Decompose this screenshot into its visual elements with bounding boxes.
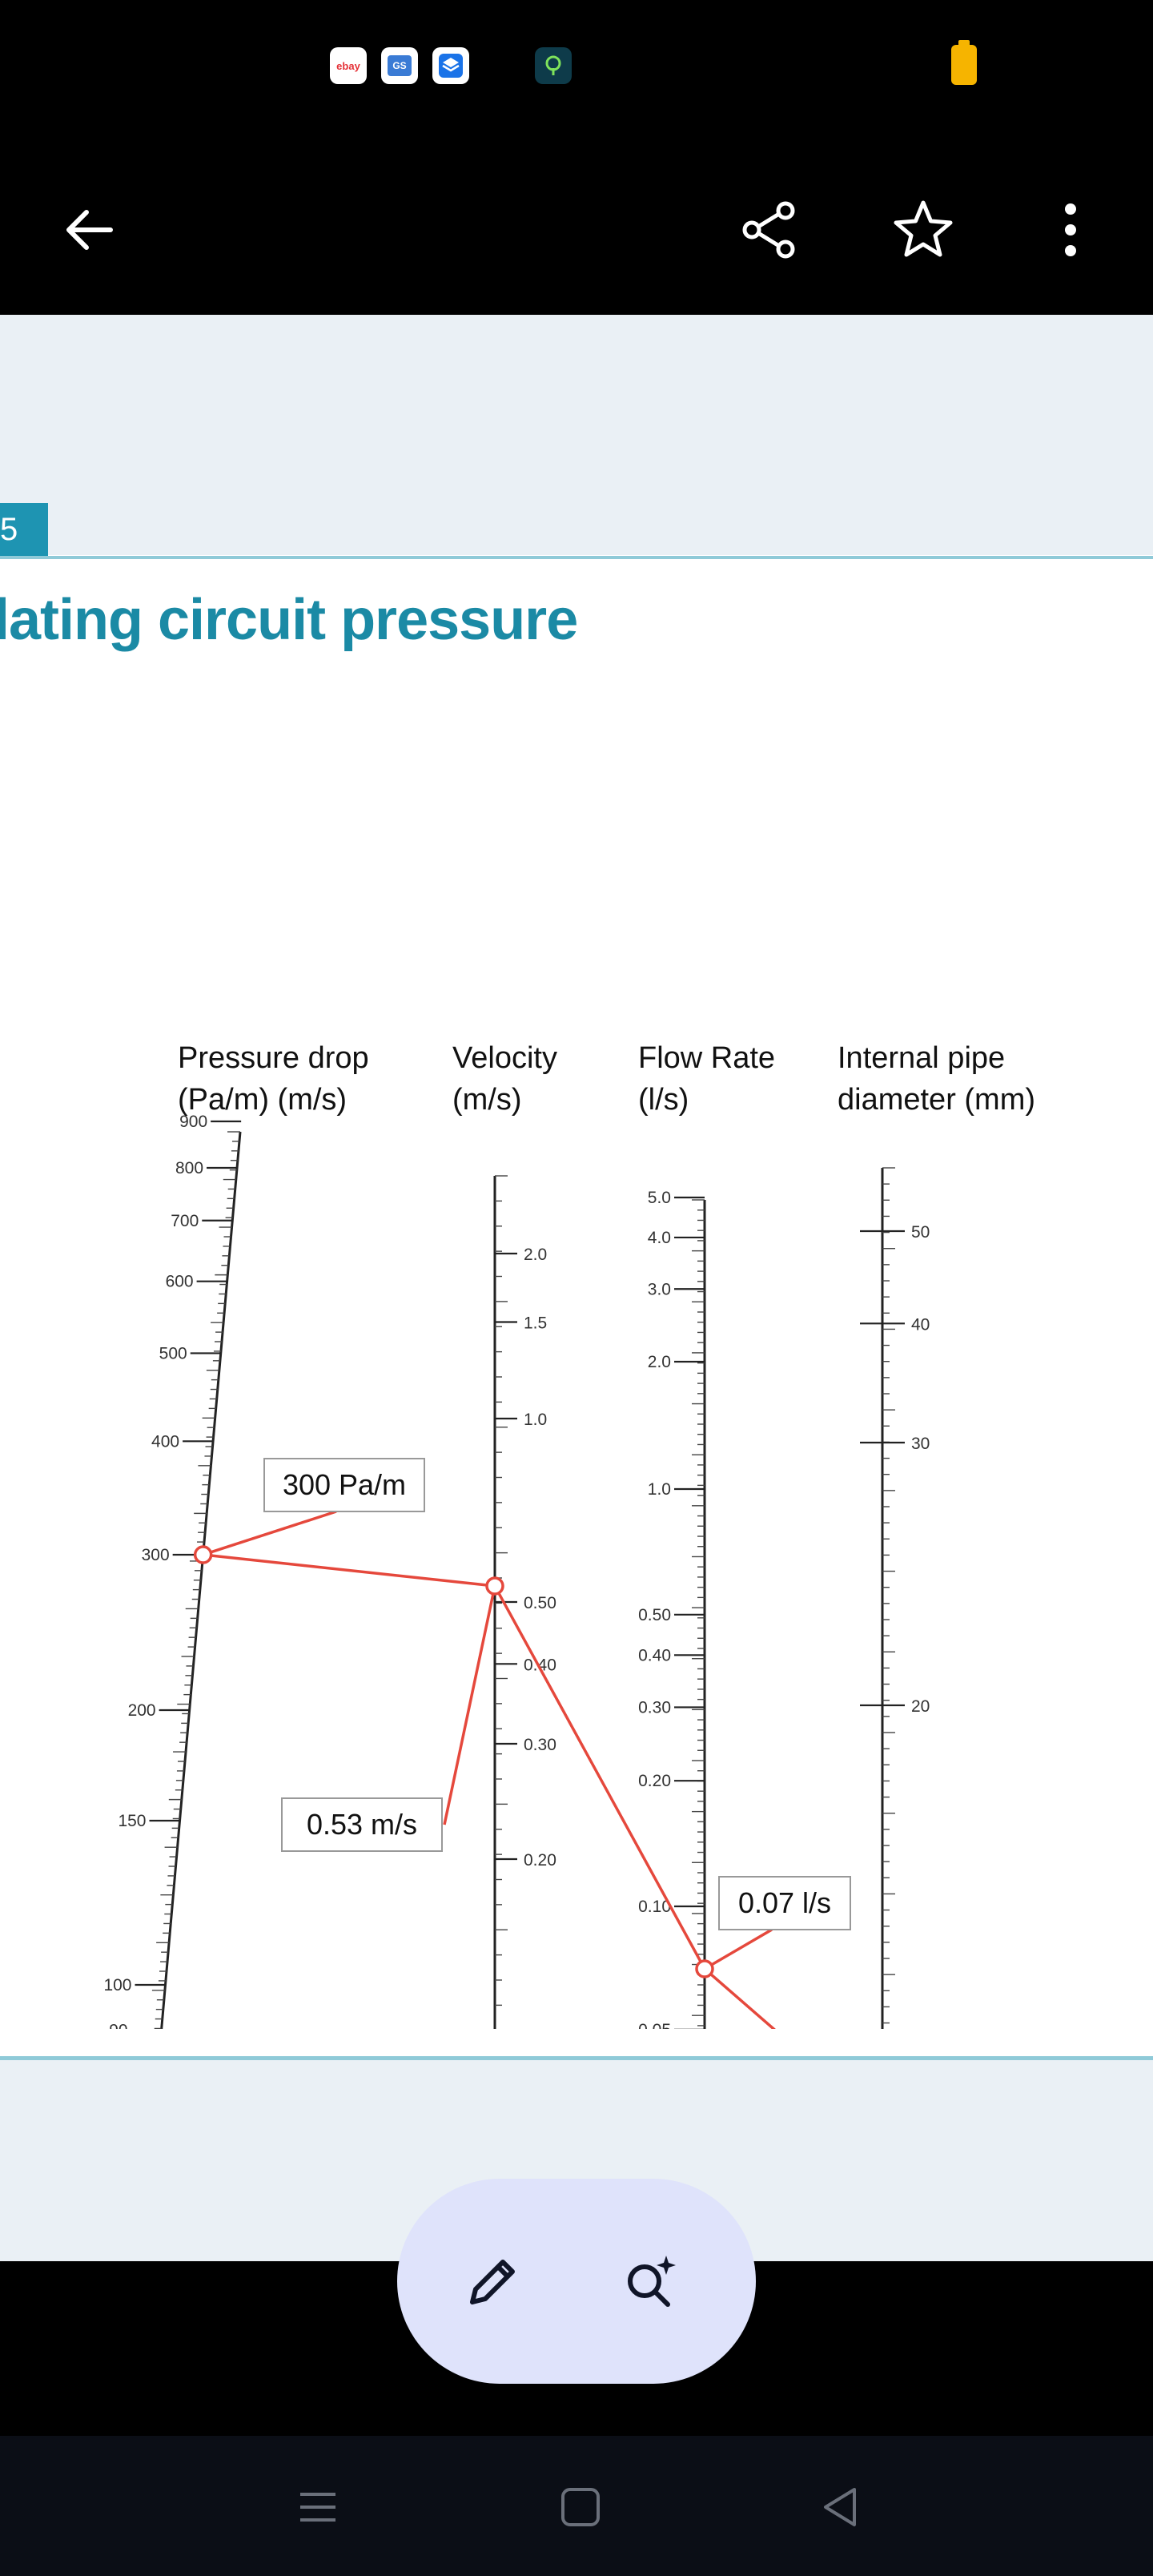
tick-label: 5.0 bbox=[648, 1189, 671, 1207]
edit-pencil-icon bbox=[470, 2260, 515, 2304]
gs-label: GS bbox=[392, 60, 407, 71]
share-button[interactable] bbox=[725, 186, 814, 274]
tick-label: 0.30 bbox=[524, 1736, 556, 1754]
star-icon bbox=[894, 200, 953, 257]
arrow-left-icon bbox=[66, 210, 113, 250]
ebay-icon: ebay bbox=[330, 47, 367, 84]
callout-leader bbox=[443, 1585, 496, 1825]
tick-label: 500 bbox=[159, 1344, 187, 1362]
home-square-icon bbox=[561, 2488, 600, 2526]
tick-label: 2.0 bbox=[648, 1353, 671, 1371]
section-number: 5 bbox=[0, 512, 18, 547]
tick-label: 0.05 bbox=[638, 2021, 671, 2029]
top-divider bbox=[0, 556, 1153, 559]
axis-title-line2: (Pa/m) (m/s) bbox=[178, 1083, 347, 1117]
tick-label: 700 bbox=[171, 1212, 199, 1230]
tick-label: 900 bbox=[179, 1113, 207, 1131]
lens-search-icon bbox=[628, 2256, 676, 2307]
reading-point bbox=[193, 1545, 213, 1564]
axis-title-line1: Internal pipe bbox=[838, 1041, 1005, 1075]
callout-label: 0.53 m/s bbox=[307, 1808, 417, 1841]
tick-label: 90 bbox=[109, 2021, 127, 2029]
callout-leader bbox=[203, 1510, 337, 1556]
tick-label: 0.20 bbox=[638, 1772, 671, 1790]
action-pill bbox=[397, 2179, 756, 2384]
tick-label: 0.40 bbox=[638, 1646, 671, 1664]
home-button[interactable] bbox=[544, 2471, 617, 2543]
back-arrow-button[interactable] bbox=[45, 186, 133, 274]
tick-label: 150 bbox=[118, 1812, 146, 1830]
tick-label: 3.0 bbox=[648, 1280, 671, 1298]
axis-title-line1: Pressure drop bbox=[178, 1041, 369, 1075]
tick-label: 200 bbox=[128, 1701, 156, 1720]
tick-label: 0.50 bbox=[638, 1606, 671, 1624]
system-nav-bar bbox=[0, 2436, 1153, 2576]
axis-title-line1: Flow Rate bbox=[638, 1041, 775, 1075]
battery-icon bbox=[951, 40, 977, 85]
tick-label: 2.0 bbox=[524, 1246, 547, 1264]
favorite-button[interactable] bbox=[879, 186, 967, 274]
page-title: lating circuit pressure bbox=[0, 588, 578, 652]
app-bar bbox=[0, 136, 1153, 315]
box-app-icon bbox=[432, 47, 469, 84]
status-bar: ebay GS bbox=[0, 0, 1153, 136]
more-options-button[interactable] bbox=[1026, 186, 1115, 274]
axis-title-line2: (l/s) bbox=[638, 1083, 689, 1117]
pipe-sizing-nomogram: Pressure drop(Pa/m) (m/s)900800700600500… bbox=[103, 1041, 1035, 2029]
tick-label: 30 bbox=[911, 1435, 930, 1453]
lens-search-button[interactable] bbox=[594, 2225, 706, 2337]
document-page bbox=[0, 555, 1153, 2056]
callout-box bbox=[718, 1876, 851, 1930]
callout-leader bbox=[704, 1928, 773, 1970]
section-number-badge: 5 bbox=[0, 503, 48, 556]
ebay-label: ebay bbox=[336, 59, 360, 72]
callout-box bbox=[281, 1797, 443, 1852]
tree-app-icon bbox=[535, 47, 572, 84]
tick-label: 400 bbox=[151, 1432, 179, 1451]
callout-label: 0.07 l/s bbox=[738, 1886, 831, 1919]
axis-title-line2: diameter (mm) bbox=[838, 1083, 1035, 1117]
tick-label: 800 bbox=[175, 1159, 203, 1177]
tick-label: 0.30 bbox=[638, 1698, 671, 1717]
bottom-divider bbox=[0, 2056, 1153, 2060]
tick-label: 4.0 bbox=[648, 1229, 671, 1247]
reading-line bbox=[203, 1553, 776, 2029]
tick-label: 40 bbox=[911, 1315, 930, 1334]
tick-label: 1.0 bbox=[524, 1411, 547, 1429]
tick-label: 100 bbox=[103, 1976, 131, 1994]
callout-box bbox=[263, 1458, 425, 1512]
axis-title-line2: (m/s) bbox=[452, 1083, 522, 1117]
image-viewer[interactable]: 5 lating circuit pressure Pressure drop (… bbox=[0, 315, 1153, 2261]
tick-label: 1.5 bbox=[524, 1314, 547, 1332]
callout-label: 300 Pa/m bbox=[283, 1468, 406, 1501]
reading-point bbox=[695, 1959, 714, 1978]
tick-label: 0.40 bbox=[524, 1656, 556, 1674]
share-icon bbox=[742, 201, 795, 259]
gs-app-icon: GS bbox=[381, 47, 418, 84]
tick-label: 0.20 bbox=[524, 1851, 556, 1870]
axis-title-line1: Velocity bbox=[452, 1041, 557, 1075]
tick-label: 0.10 bbox=[638, 1898, 671, 1916]
more-vertical-icon bbox=[1065, 203, 1076, 256]
recents-button[interactable] bbox=[282, 2471, 354, 2543]
recents-icon bbox=[300, 2493, 335, 2522]
reading-point bbox=[485, 1576, 504, 1596]
tick-label: 300 bbox=[142, 1546, 170, 1564]
tick-label: 50 bbox=[911, 1223, 930, 1242]
tick-label: 20 bbox=[911, 1697, 930, 1716]
edit-button[interactable] bbox=[437, 2225, 549, 2337]
back-triangle-icon bbox=[824, 2488, 856, 2526]
tick-label: 1.0 bbox=[648, 1480, 671, 1499]
tick-label: 600 bbox=[166, 1273, 194, 1291]
back-button[interactable] bbox=[805, 2471, 878, 2543]
tick-label: 0.50 bbox=[524, 1594, 556, 1612]
